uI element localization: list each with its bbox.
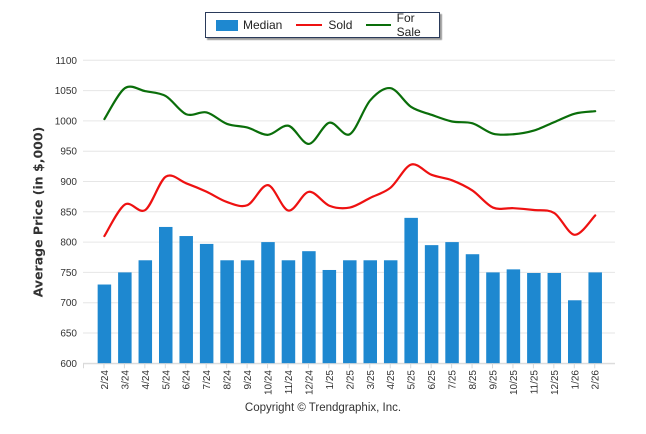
legend-label-sold: Sold [328, 18, 353, 32]
x-tick-label: 11/25 [529, 370, 540, 395]
for-sale-line-swatch-icon [366, 24, 391, 26]
x-tick-label: 9/24 [243, 370, 254, 390]
x-axis: 2/24 3/24 4/24 5/24 6/24 7/24 8/24 9/24 10/24 11/… [83, 363, 615, 395]
legend-label-median: Median [243, 18, 283, 32]
legend-item-sold[interactable]: Sold [296, 18, 352, 32]
x-tick-label: 2/26 [591, 370, 602, 390]
median-bar [547, 273, 562, 364]
y-axis-label: Average Price (in $,000) [30, 126, 46, 298]
median-bar [445, 242, 459, 364]
sold-line-swatch-icon [296, 24, 323, 26]
median-bar [506, 269, 521, 364]
x-tick-label: 12/24 [304, 370, 315, 395]
median-bar [363, 260, 377, 364]
x-tick-label: 6/25 [427, 370, 438, 390]
y-tick-label: 1000 [55, 116, 78, 127]
y-tick-label: 750 [60, 268, 77, 279]
median-bars [97, 217, 602, 364]
y-tick-label: 900 [60, 177, 77, 188]
x-tick-label: 2/24 [100, 370, 111, 390]
copyright-text: Copyright © Trendgraphix, Inc. [244, 402, 402, 414]
x-tick-label: 5/25 [407, 370, 418, 390]
x-tick-label: 6/24 [182, 370, 193, 390]
y-axis-ticks: 600 650 700 750 800 850 900 950 1000 1050 1100 [55, 56, 78, 370]
y-tick-label: 1100 [55, 56, 77, 67]
y-tick-label: 850 [60, 207, 77, 218]
median-bar [138, 260, 153, 364]
median-bar [159, 226, 173, 364]
sold-line [103, 163, 597, 238]
median-bar [343, 260, 357, 364]
x-tick-label: 3/24 [120, 370, 131, 390]
y-tick-label: 600 [60, 359, 77, 370]
x-tick-label: 8/24 [223, 370, 234, 390]
median-bar [486, 272, 500, 364]
x-tick-label: 2/25 [345, 370, 356, 390]
x-tick-label: 1/26 [570, 370, 581, 390]
for-sale-line [103, 85, 597, 146]
median-bar [322, 269, 337, 364]
median-bar [179, 236, 193, 364]
median-bar [568, 300, 582, 364]
median-bar [527, 273, 541, 364]
median-bar [118, 272, 132, 364]
y-tick-label: 1050 [55, 86, 78, 97]
x-tick-label: 11/24 [284, 370, 295, 395]
median-bar [97, 284, 112, 364]
median-bar [383, 260, 398, 364]
y-tick-label: 950 [60, 147, 77, 158]
legend-item-median[interactable]: Median [216, 18, 282, 32]
x-tick-label: 7/24 [202, 370, 213, 390]
y-tick-label: 650 [60, 329, 77, 340]
median-bar [199, 243, 214, 364]
legend: Median Sold For Sale [205, 11, 440, 39]
median-bar [588, 272, 602, 364]
y-tick-label: 800 [60, 238, 77, 249]
median-bar [424, 245, 439, 364]
series-lines [103, 85, 597, 238]
median-bar [281, 260, 296, 364]
x-tick-label: 4/24 [141, 370, 152, 390]
x-tick-label: 1/25 [325, 370, 336, 390]
median-swatch-icon [216, 19, 238, 31]
median-bar [220, 260, 234, 364]
legend-item-for-sale[interactable]: For Sale [366, 11, 439, 39]
x-tick-label: 9/25 [488, 370, 499, 390]
x-tick-label: 4/25 [386, 370, 397, 390]
x-tick-label: 5/24 [161, 370, 172, 390]
x-tick-label: 7/25 [448, 370, 459, 390]
x-tick-label: 8/25 [468, 370, 479, 390]
x-tick-label: 10/24 [264, 370, 275, 395]
x-tick-label: 10/25 [509, 370, 520, 395]
y-tick-label: 700 [60, 298, 77, 309]
x-tick-label: 12/25 [550, 370, 561, 395]
x-tick-label: 3/25 [366, 370, 377, 390]
median-bar [302, 251, 316, 364]
legend-label-for-sale: For Sale [396, 11, 421, 39]
median-bar [404, 217, 418, 364]
median-bar [240, 260, 255, 364]
median-bar [465, 254, 480, 364]
median-bar [261, 242, 275, 364]
